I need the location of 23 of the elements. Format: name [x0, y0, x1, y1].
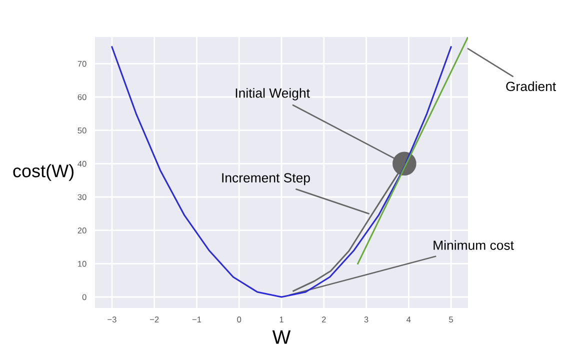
- y-tick-label: 40: [78, 160, 86, 167]
- y-tick-label: 20: [78, 228, 86, 234]
- x-tick-label: −3: [108, 316, 116, 322]
- x-tick-label: −2: [150, 316, 159, 322]
- y-tick-label: 30: [78, 194, 86, 200]
- y-tick-label: 10: [78, 260, 86, 267]
- y-axis-title: cost(W): [13, 164, 74, 181]
- annotation: Minimum cost: [434, 240, 514, 250]
- annotation: Increment Step: [222, 173, 310, 186]
- x-tick-label: 2: [322, 316, 326, 322]
- x-tick-label: 4: [406, 316, 411, 322]
- x-axis-title: W: [272, 330, 291, 344]
- x-tick-label: 1: [280, 316, 284, 322]
- annotation: Gradient: [506, 81, 556, 92]
- y-tick-label: 50: [78, 128, 86, 134]
- x-tick-label: 5: [449, 316, 454, 322]
- annotation: Initial Weight: [236, 88, 310, 100]
- y-tick-label: 0: [82, 294, 86, 300]
- y-tick-label: 60: [78, 94, 86, 100]
- x-tick-label: −1: [192, 316, 202, 322]
- x-tick-label: 3: [364, 316, 368, 322]
- y-tick-label: 70: [78, 60, 86, 67]
- x-tick-label: 0: [237, 316, 242, 322]
